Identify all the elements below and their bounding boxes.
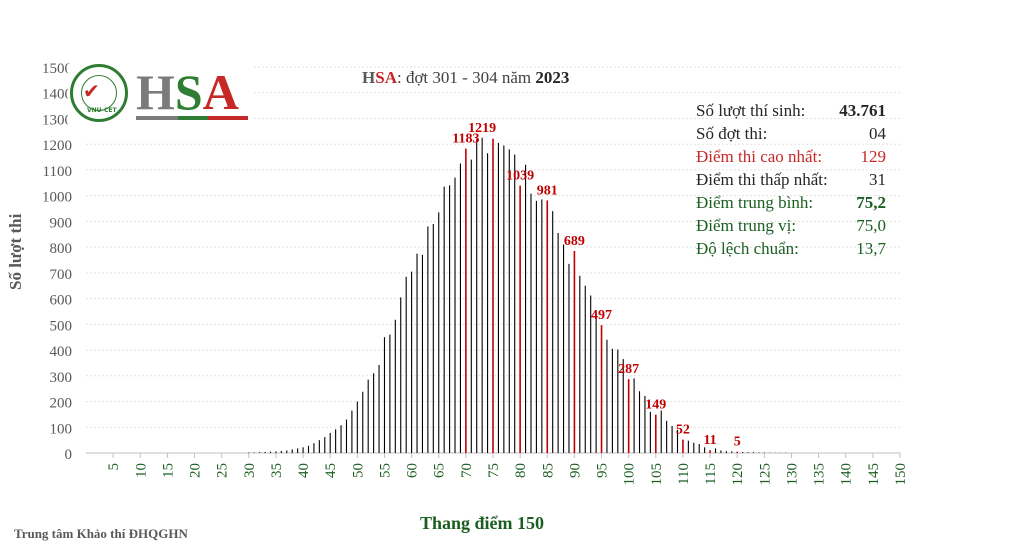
y-tick-label: 0: [65, 447, 73, 463]
x-tick-label: 20: [188, 463, 204, 478]
footer-source: Trung tâm Khảo thí ĐHQGHN: [14, 526, 188, 541]
x-tick-label: 60: [405, 463, 421, 478]
y-tick-label: 1500: [42, 61, 72, 77]
data-label: 689: [564, 234, 585, 249]
y-tick-label: 400: [50, 344, 73, 360]
data-label: 497: [591, 308, 612, 323]
x-tick-label: 110: [676, 463, 692, 485]
vnu-cet-badge-icon: ✔ VNU-CET: [70, 64, 128, 122]
x-tick-label: 80: [513, 463, 529, 478]
x-tick-label: 30: [242, 463, 258, 478]
stat-value: 31: [869, 170, 886, 189]
y-tick-label: 1300: [42, 112, 72, 128]
y-tick-label: 700: [50, 267, 73, 283]
x-tick-label: 85: [540, 463, 556, 478]
chart-title: HSA: đợt 301 - 304 năm 2023: [362, 68, 570, 87]
x-tick-label: 140: [839, 463, 855, 486]
x-tick-label: 65: [432, 463, 448, 478]
y-tick-label: 1000: [42, 190, 72, 206]
data-label: 1219: [468, 121, 496, 136]
stat-value: 13,7: [856, 239, 886, 258]
badge-text: VNU-CET: [87, 107, 117, 114]
x-axis-label: Thang điểm 150: [420, 513, 545, 533]
y-tick-label: 1200: [42, 138, 72, 154]
stat-label: Điểm thi cao nhất:: [696, 147, 823, 166]
stat-row: Số đợt thi: 04: [696, 122, 886, 145]
data-label: 149: [645, 398, 666, 413]
data-label: 1039: [506, 169, 534, 184]
x-tick-label: 40: [296, 463, 312, 478]
x-tick-label: 100: [622, 463, 638, 486]
stat-value: 75,2: [856, 193, 886, 212]
y-tick-label: 900: [50, 215, 73, 231]
stat-row: Điểm trung vị: 75,0: [696, 214, 886, 237]
hsa-logo: ✔ VNU-CET HSA: [68, 64, 253, 126]
y-tick-labels: 0 100 200 300 400 500 600 700 800 900 1000 1100 1200…: [42, 61, 72, 463]
x-tick-label: 115: [703, 463, 719, 485]
x-tick-label: 120: [730, 463, 746, 486]
data-label: 1183: [452, 132, 479, 147]
stat-value: 129: [860, 147, 887, 166]
y-axis-label: Số lượt thi: [6, 213, 25, 290]
data-label: 11: [703, 433, 716, 448]
y-tick-label: 500: [50, 318, 73, 334]
x-tick-labels: 5 10 15 20 25 30 35 40 45 50 55 60 65 70 75 80 85 90 95 100…: [106, 463, 909, 486]
x-tick-label: 10: [133, 463, 149, 478]
stat-value: 43.761: [839, 101, 886, 120]
stat-row: Điểm trung bình: 75,2: [696, 191, 886, 214]
y-tick-label: 800: [50, 241, 73, 257]
data-label: 287: [618, 362, 639, 377]
logo-wordmark: HSA: [136, 64, 239, 120]
stat-value: 75,0: [856, 216, 886, 235]
x-tick-label: 5: [106, 463, 122, 471]
data-label: 5: [734, 435, 741, 450]
y-tick-label: 200: [50, 396, 73, 412]
histogram-bars: [248, 137, 787, 453]
x-tick-label: 15: [160, 463, 176, 478]
y-tick-label: 1100: [43, 164, 72, 180]
y-tick-label: 1400: [42, 87, 72, 103]
x-tick-label: 45: [323, 463, 339, 478]
data-label: 981: [537, 184, 558, 199]
x-tick-label: 95: [595, 463, 611, 478]
summary-stats: Số lượt thí sinh: 43.761 Số đợt thi: 04 Điểm…: [696, 99, 886, 260]
y-tick-label: 600: [50, 293, 73, 309]
x-tick-label: 130: [784, 463, 800, 486]
stat-label: Độ lệch chuẩn:: [696, 239, 799, 258]
checkmark-icon: ✔: [83, 79, 100, 103]
x-tick-label: 135: [812, 463, 828, 486]
data-label: 52: [676, 423, 690, 438]
stat-label: Điểm trung bình:: [696, 193, 814, 212]
stat-row: Điểm thi cao nhất: 129: [696, 145, 886, 168]
x-tick-label: 125: [757, 463, 773, 486]
stat-label: Điểm thi thấp nhất:: [696, 170, 828, 189]
x-tick-label: 75: [486, 463, 502, 478]
stat-label: Điểm trung vị:: [696, 216, 797, 235]
x-tick-label: 150: [893, 463, 909, 486]
y-tick-label: 300: [50, 370, 73, 386]
stat-row: Số lượt thí sinh: 43.761: [696, 99, 886, 122]
stat-value: 04: [869, 124, 886, 143]
x-tick-label: 50: [350, 463, 366, 478]
x-tick-label: 145: [866, 463, 882, 486]
x-tick-label: 55: [377, 463, 393, 478]
x-tick-label: 105: [649, 463, 665, 486]
stat-label: Số lượt thí sinh:: [696, 101, 806, 120]
stat-row: Điểm thi thấp nhất: 31: [696, 168, 886, 191]
stat-row: Độ lệch chuẩn: 13,7: [696, 237, 886, 260]
logo-underline: [136, 116, 248, 120]
x-tick-label: 35: [269, 463, 285, 478]
x-tick-label: 90: [567, 463, 583, 478]
x-tick-label: 70: [459, 463, 475, 478]
x-tick-label: 25: [215, 463, 231, 478]
stat-label: Số đợt thi:: [696, 124, 768, 143]
y-tick-label: 100: [50, 421, 73, 437]
